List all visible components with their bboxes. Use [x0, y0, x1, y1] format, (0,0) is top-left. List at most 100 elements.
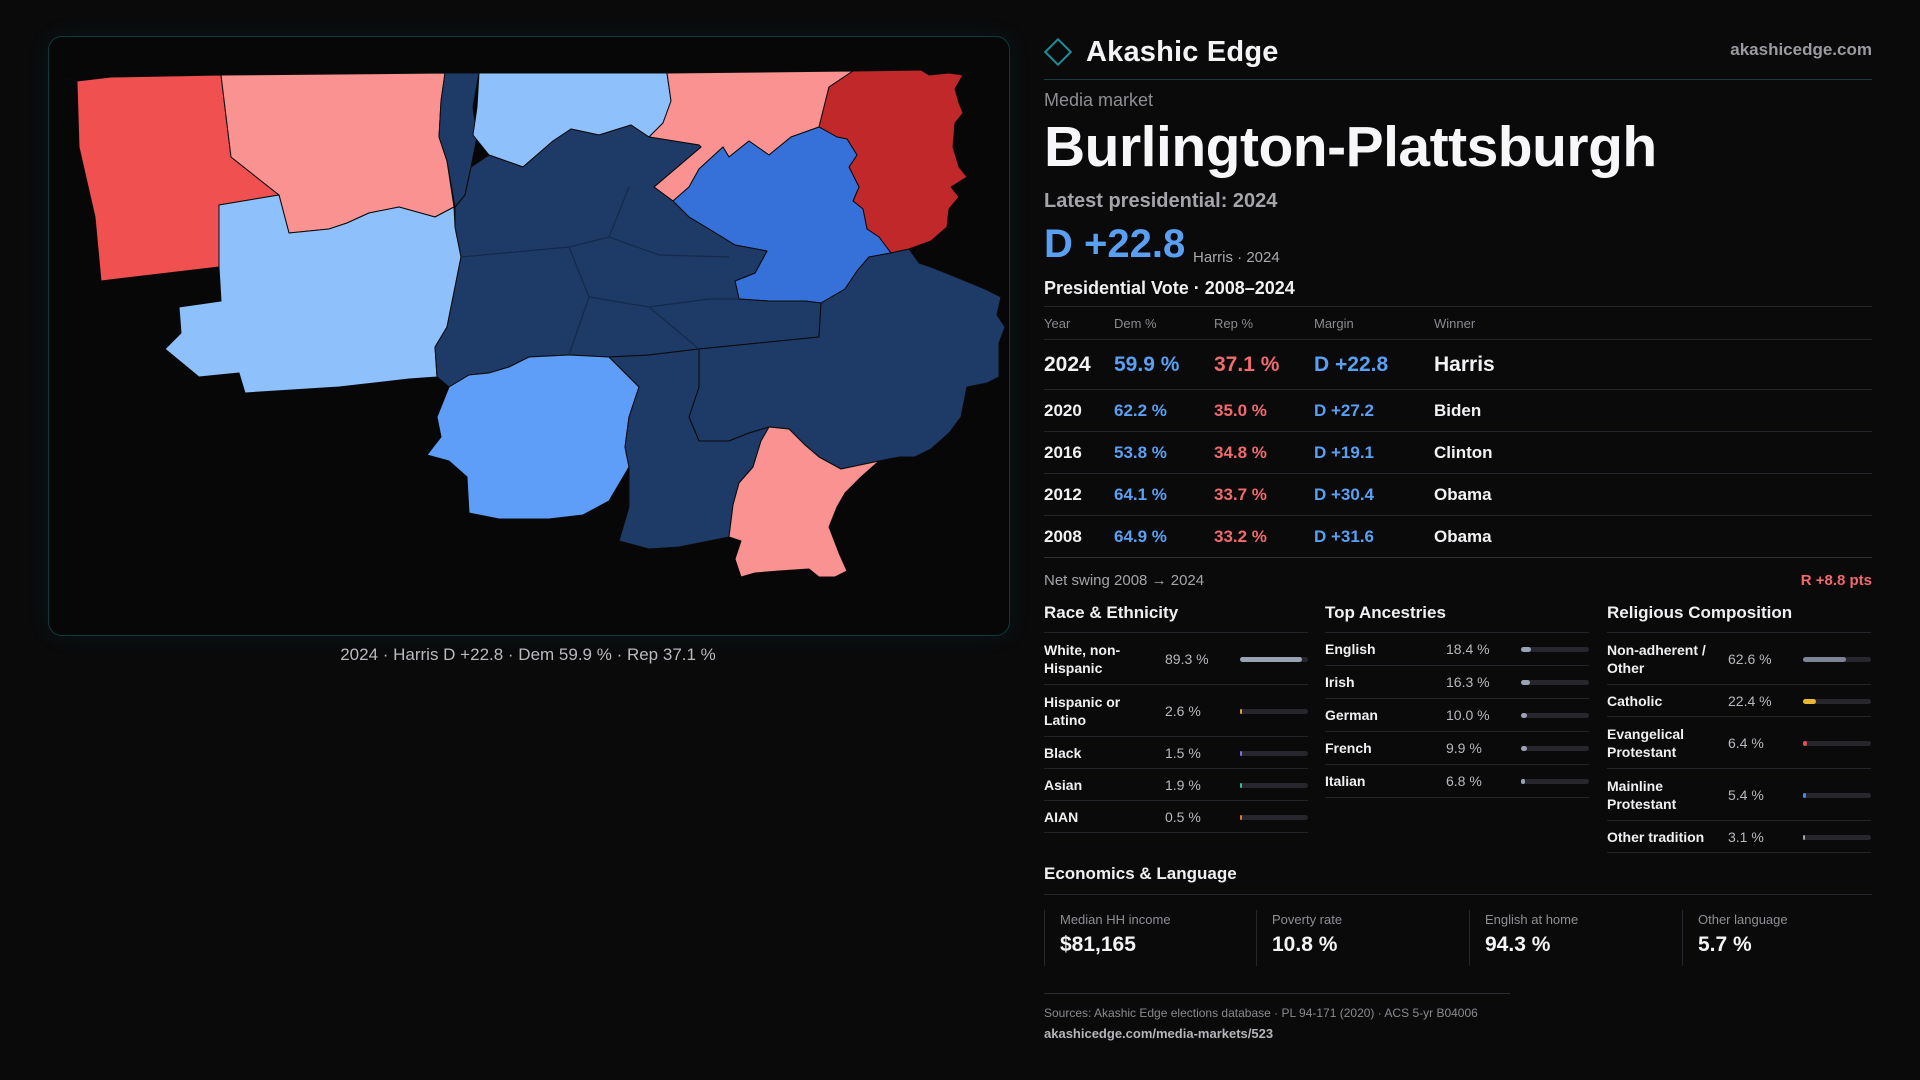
- sources-note: Sources: Akashic Edge elections database…: [1044, 1006, 1478, 1020]
- section-title: Religious Composition: [1607, 602, 1871, 633]
- kicker: Media market: [1044, 90, 1154, 110]
- bar-fill: [1521, 713, 1527, 718]
- item-label: Mainline Protestant: [1607, 777, 1677, 812]
- item-value: 18.4 %: [1446, 641, 1490, 657]
- margin: D +27.2: [1314, 400, 1375, 420]
- item-label: Evangelical Protestant: [1607, 725, 1685, 760]
- section-title: Top Ancestries: [1325, 602, 1589, 633]
- bar-track: [1803, 834, 1871, 840]
- section-title: Race & Ethnicity: [1044, 602, 1308, 633]
- bar-fill: [1240, 750, 1242, 756]
- item-label: Irish: [1325, 674, 1355, 690]
- net-swing-label: Net swing 2008 → 2024: [1044, 572, 1205, 589]
- list-item: White, non-Hispanic 89.3 %: [1044, 633, 1308, 685]
- winner: Clinton: [1434, 442, 1493, 462]
- bar-track: [1240, 656, 1308, 662]
- bar-fill: [1240, 656, 1302, 662]
- item-value: 89.3 %: [1165, 650, 1209, 667]
- bar-track: [1240, 814, 1308, 820]
- item-value: 1.5 %: [1165, 744, 1201, 761]
- stat-value: $81,165: [1060, 933, 1136, 956]
- col-header-dem: Dem %: [1114, 315, 1157, 331]
- county-south-likely-d[interactable]: [426, 354, 640, 520]
- margin: D +19.1: [1314, 442, 1375, 462]
- list-item: Asian 1.9 %: [1044, 769, 1308, 801]
- brand: Akashic Edge: [1043, 30, 1279, 74]
- brand-diamond-icon: [1043, 37, 1073, 67]
- stat-value: 10.8 %: [1272, 933, 1338, 956]
- dem-pct: 53.8 %: [1114, 442, 1167, 462]
- year: 2024: [1044, 352, 1091, 376]
- ancestries-panel: Top Ancestries English 18.4 % Irish 16.3…: [1325, 602, 1589, 798]
- stat-card-poverty: Poverty rate 10.8 %: [1256, 910, 1342, 966]
- stat-value: 94.3 %: [1485, 933, 1551, 956]
- market-url-link[interactable]: akashicedge.com/media-markets/523: [1044, 1026, 1274, 1041]
- bar-track: [1240, 782, 1308, 788]
- brand-name: Akashic Edge: [1086, 35, 1279, 68]
- list-item: French 9.9 %: [1325, 732, 1589, 765]
- bar-track: [1803, 740, 1871, 746]
- winner: Obama: [1434, 484, 1492, 504]
- bar-fill: [1803, 740, 1807, 746]
- bar-track: [1521, 746, 1589, 751]
- bar-track: [1521, 647, 1589, 652]
- headline-margin: D +22.8: [1044, 222, 1186, 266]
- item-value: 6.8 %: [1446, 773, 1482, 789]
- col-header-winner: Winner: [1434, 315, 1476, 331]
- county-boundary: [608, 186, 630, 238]
- bar-fill: [1240, 814, 1242, 820]
- item-value: 16.3 %: [1446, 674, 1490, 690]
- list-item: Mainline Protestant 5.4 %: [1607, 769, 1871, 821]
- margin: D +30.4: [1314, 484, 1375, 504]
- market-detail-panel: Akashic Edge akashicedge.com Media marke…: [1043, 0, 1872, 1080]
- bar-fill: [1521, 779, 1525, 784]
- divider: [1044, 993, 1510, 994]
- latest-presidential: Latest presidential: 2024: [1044, 190, 1278, 212]
- dem-pct: 59.9 %: [1114, 352, 1180, 376]
- item-value: 5.4 %: [1728, 786, 1764, 803]
- headline-margin-sub: Harris · 2024: [1193, 249, 1280, 266]
- county-map: [52, 69, 1006, 578]
- race-ethnicity-panel: Race & Ethnicity White, non-Hispanic 89.…: [1044, 602, 1308, 833]
- bar-fill: [1521, 647, 1531, 652]
- bar-track: [1240, 750, 1308, 756]
- item-value: 2.6 %: [1165, 702, 1201, 719]
- bar-track: [1521, 680, 1589, 685]
- item-value: 1.9 %: [1165, 776, 1201, 793]
- list-item: AIAN 0.5 %: [1044, 801, 1308, 833]
- item-label: English: [1325, 641, 1376, 657]
- dem-pct: 64.1 %: [1114, 484, 1167, 504]
- bar-fill: [1521, 680, 1530, 685]
- item-label: Catholic: [1607, 692, 1663, 709]
- divider: [1044, 79, 1872, 80]
- vote-table-title: Presidential Vote · 2008–2024: [1044, 278, 1295, 298]
- margin: D +22.8: [1314, 352, 1389, 376]
- bar-track: [1240, 708, 1308, 714]
- county-boundary: [648, 306, 700, 350]
- list-item: Italian 6.8 %: [1325, 765, 1589, 798]
- list-item: Other tradition 3.1 %: [1607, 821, 1871, 853]
- rep-pct: 35.0 %: [1214, 400, 1267, 420]
- list-item: Irish 16.3 %: [1325, 666, 1589, 699]
- vote-table-header: Year Dem % Rep % Margin Winner: [1044, 307, 1872, 339]
- item-label: Non-adherent / Other: [1607, 641, 1706, 676]
- list-item: Evangelical Protestant 6.4 %: [1607, 717, 1871, 769]
- year: 2008: [1044, 526, 1082, 546]
- rep-pct: 33.2 %: [1214, 526, 1267, 546]
- col-header-year: Year: [1044, 315, 1071, 331]
- bar-track: [1803, 792, 1871, 798]
- item-label: French: [1325, 740, 1372, 756]
- dem-pct: 64.9 %: [1114, 526, 1167, 546]
- table-row: 2024 59.9 % 37.1 % D +22.8 Harris: [1044, 339, 1872, 389]
- year: 2012: [1044, 484, 1082, 504]
- table-row: 2012 64.1 % 33.7 % D +30.4 Obama: [1044, 473, 1872, 515]
- site-link[interactable]: akashicedge.com: [1730, 40, 1872, 59]
- col-header-rep: Rep %: [1214, 315, 1254, 331]
- county-south-lean-r[interactable]: [728, 426, 880, 578]
- bar-fill: [1240, 782, 1242, 788]
- item-label: Asian: [1044, 776, 1083, 793]
- winner: Harris: [1434, 352, 1495, 376]
- item-value: 62.6 %: [1728, 650, 1772, 667]
- vote-table: Year Dem % Rep % Margin Winner 2024 59.9…: [1044, 306, 1872, 558]
- item-value: 6.4 %: [1728, 734, 1764, 751]
